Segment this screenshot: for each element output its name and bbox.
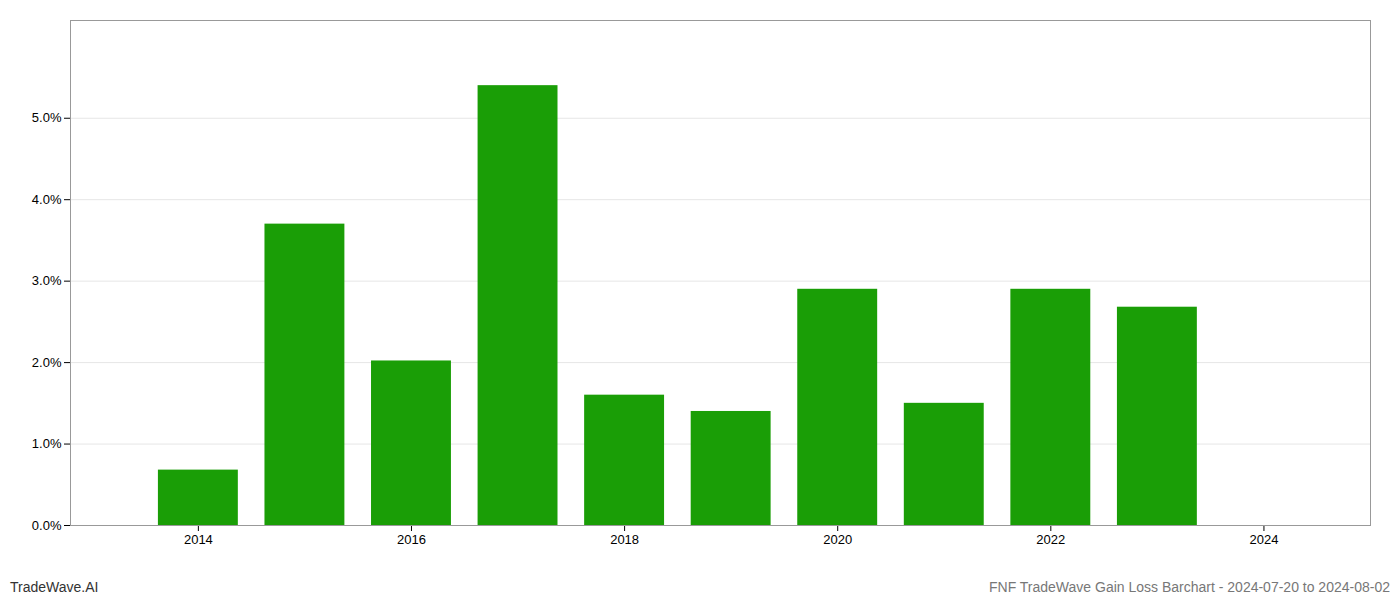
svg-text:2014: 2014: [184, 532, 213, 547]
svg-text:2016: 2016: [397, 532, 426, 547]
html-text:TradeWave.AI: TradeWave.AI: [10, 579, 99, 595]
svg-text:2024: 2024: [1249, 532, 1278, 547]
svg-text:1.0%: 1.0%: [32, 436, 62, 451]
svg-text:2.0%: 2.0%: [32, 355, 62, 370]
svg-text:2022: 2022: [1036, 532, 1065, 547]
svg-text:5.0%: 5.0%: [32, 110, 62, 125]
html-text:FNF TradeWave Gain Loss Barcha: FNF TradeWave Gain Loss Barchart - 2024-…: [989, 579, 1390, 595]
svg-text:2018: 2018: [610, 532, 639, 547]
svg-text:0.0%: 0.0%: [32, 518, 62, 533]
svg-text:2020: 2020: [823, 532, 852, 547]
svg-text:4.0%: 4.0%: [32, 192, 62, 207]
svg-text:3.0%: 3.0%: [32, 273, 62, 288]
